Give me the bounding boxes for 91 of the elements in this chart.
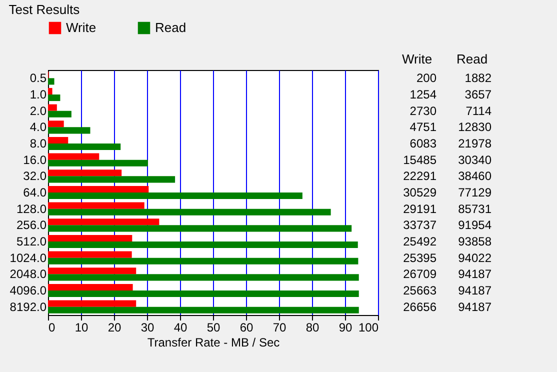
text: 33737 <box>403 218 437 232</box>
bar <box>48 290 359 298</box>
x-tick-label: 30 <box>140 320 154 334</box>
x-tick-label: 40 <box>174 320 188 334</box>
bar <box>48 153 100 160</box>
bar <box>48 306 359 314</box>
text: 94187 <box>458 284 492 298</box>
text: 1254 <box>410 88 437 102</box>
bar <box>48 300 136 307</box>
text: 12830 <box>458 120 492 134</box>
text: 94022 <box>458 250 492 265</box>
bar <box>48 225 352 232</box>
text: 94187 <box>458 267 492 282</box>
bar <box>48 234 132 242</box>
bar <box>48 104 57 111</box>
bar <box>48 110 72 118</box>
x-tick-label: 100 <box>358 320 379 334</box>
y-tick-label: 1024.0 <box>10 250 47 265</box>
bar <box>48 274 359 281</box>
chart-title: Test Results <box>8 2 80 17</box>
text: 25395 <box>403 250 437 265</box>
x-tick-label: 50 <box>206 320 220 334</box>
y-tick-label: 32.0 <box>23 169 47 184</box>
y-tick-label: 2.0 <box>30 104 47 118</box>
bar <box>48 120 64 128</box>
x-tick-label: 0 <box>48 320 56 334</box>
legend-label: Read <box>155 20 186 35</box>
x-tick-label: 90 <box>338 320 352 334</box>
bar <box>48 218 160 226</box>
y-tick-label: 16.0 <box>23 152 47 167</box>
bar <box>48 192 302 200</box>
bar <box>48 268 136 274</box>
text: 85731 <box>458 202 492 216</box>
text: 1882 <box>464 71 492 86</box>
x-tick-label: 70 <box>272 320 286 334</box>
legend-label: Write <box>66 20 96 35</box>
bar <box>48 170 122 176</box>
text: 15485 <box>403 152 437 167</box>
text: 7114 <box>466 104 492 118</box>
bar <box>48 176 176 183</box>
y-tick-label: 2048.0 <box>10 267 47 282</box>
text: 22291 <box>403 169 437 184</box>
text: Read <box>456 52 488 66</box>
bar <box>48 251 132 258</box>
bar <box>48 144 121 150</box>
bar <box>48 208 331 216</box>
text: 2730 <box>410 104 437 118</box>
y-tick-label: 256.0 <box>16 218 47 232</box>
text: 25663 <box>403 284 437 298</box>
x-tick-label: 10 <box>74 320 88 334</box>
text: 25492 <box>403 234 437 248</box>
text: 91954 <box>458 218 492 232</box>
y-tick-label: 1.0 <box>30 88 47 102</box>
y-tick-label: 128.0 <box>16 202 47 216</box>
text: 3657 <box>464 88 492 102</box>
text: 94187 <box>458 300 492 314</box>
bar <box>48 94 60 102</box>
bar <box>48 258 358 264</box>
y-tick-label: 512.0 <box>16 234 47 248</box>
y-tick-label: 64.0 <box>23 186 47 200</box>
text: 26656 <box>403 300 437 314</box>
bar <box>48 127 90 134</box>
bar <box>48 202 144 209</box>
bar <box>48 136 68 144</box>
y-tick-label: 8.0 <box>30 136 47 150</box>
text: 29191 <box>403 202 437 216</box>
bar <box>48 284 133 290</box>
x-axis-title: Transfer Rate - MB / Sec <box>147 336 280 350</box>
text: Write <box>402 52 432 66</box>
text: 4751 <box>410 120 437 134</box>
bar <box>48 186 149 192</box>
text: 38460 <box>458 169 492 184</box>
y-tick-label: 8192.0 <box>10 300 47 314</box>
text: 30340 <box>458 152 492 167</box>
x-tick-label: 20 <box>108 320 122 334</box>
text: 30529 <box>403 186 437 200</box>
bar <box>48 88 52 94</box>
x-tick-label: 60 <box>240 320 254 334</box>
text: 77129 <box>458 186 492 200</box>
y-tick-label: 0.5 <box>30 71 47 86</box>
bar <box>48 242 358 248</box>
bar <box>48 160 148 166</box>
bar <box>48 78 54 85</box>
text: 6083 <box>410 136 437 150</box>
text: 200 <box>416 71 437 86</box>
x-tick-label: 80 <box>306 320 320 334</box>
text: 26709 <box>403 267 437 282</box>
text: 21978 <box>458 136 492 150</box>
y-tick-label: 4.0 <box>30 120 47 134</box>
text: 93858 <box>458 234 492 248</box>
y-tick-label: 4096.0 <box>10 284 47 298</box>
